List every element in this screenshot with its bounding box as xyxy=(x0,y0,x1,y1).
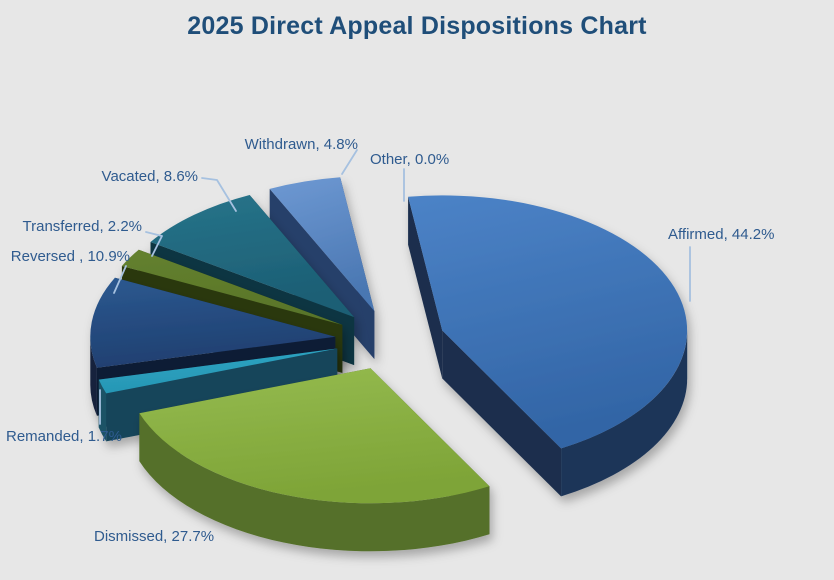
pie-slice-dismissed-rim xyxy=(139,413,490,552)
data-labels: Withdrawn, 4.8% Other, 0.0% Vacated, 8.6… xyxy=(6,136,774,545)
pie-slice-reversed-rim xyxy=(90,336,97,416)
leader-line-transferred xyxy=(145,231,163,257)
leader-lines xyxy=(99,149,691,425)
pie-slice-affirmed-cut-start xyxy=(408,196,443,379)
pie-slice-transferred-top xyxy=(121,249,343,325)
pie-slice-remanded-cut-end xyxy=(98,348,338,428)
pie-slices xyxy=(90,177,688,552)
data-label-transferred: Transferred, 2.2% xyxy=(23,218,143,235)
pie-slice-remanded-top xyxy=(98,348,338,394)
data-label-affirmed: Affirmed, 44.2% xyxy=(668,226,774,243)
leader-line-reversed xyxy=(113,265,127,294)
pie-slice-vacated-top xyxy=(150,195,355,318)
data-label-dismissed: Dismissed, 27.7% xyxy=(94,528,214,545)
data-label-withdrawn: Withdrawn, 4.8% xyxy=(245,136,358,153)
data-label-other: Other, 0.0% xyxy=(370,151,449,168)
pie-slice-affirmed-cut-end xyxy=(442,330,562,497)
pie-slice-affirmed xyxy=(408,195,688,497)
pie-slice-dismissed xyxy=(139,368,490,552)
pie-slice-affirmed-rim xyxy=(561,330,688,497)
chart-title: 2025 Direct Appeal Dispositions Chart xyxy=(187,12,647,40)
leader-line-vacated xyxy=(201,177,237,212)
pie-slice-reversed-top xyxy=(90,277,336,368)
pie-slice-withdrawn-top xyxy=(269,177,375,311)
data-label-remanded: Remanded, 1.7% xyxy=(6,428,122,445)
data-label-vacated: Vacated, 8.6% xyxy=(102,168,198,185)
pie-slice-dismissed-top xyxy=(139,368,490,504)
leader-line-withdrawn xyxy=(341,149,358,175)
pie-slice-affirmed-top xyxy=(408,195,688,449)
data-label-reversed: Reversed , 10.9% xyxy=(11,248,130,265)
